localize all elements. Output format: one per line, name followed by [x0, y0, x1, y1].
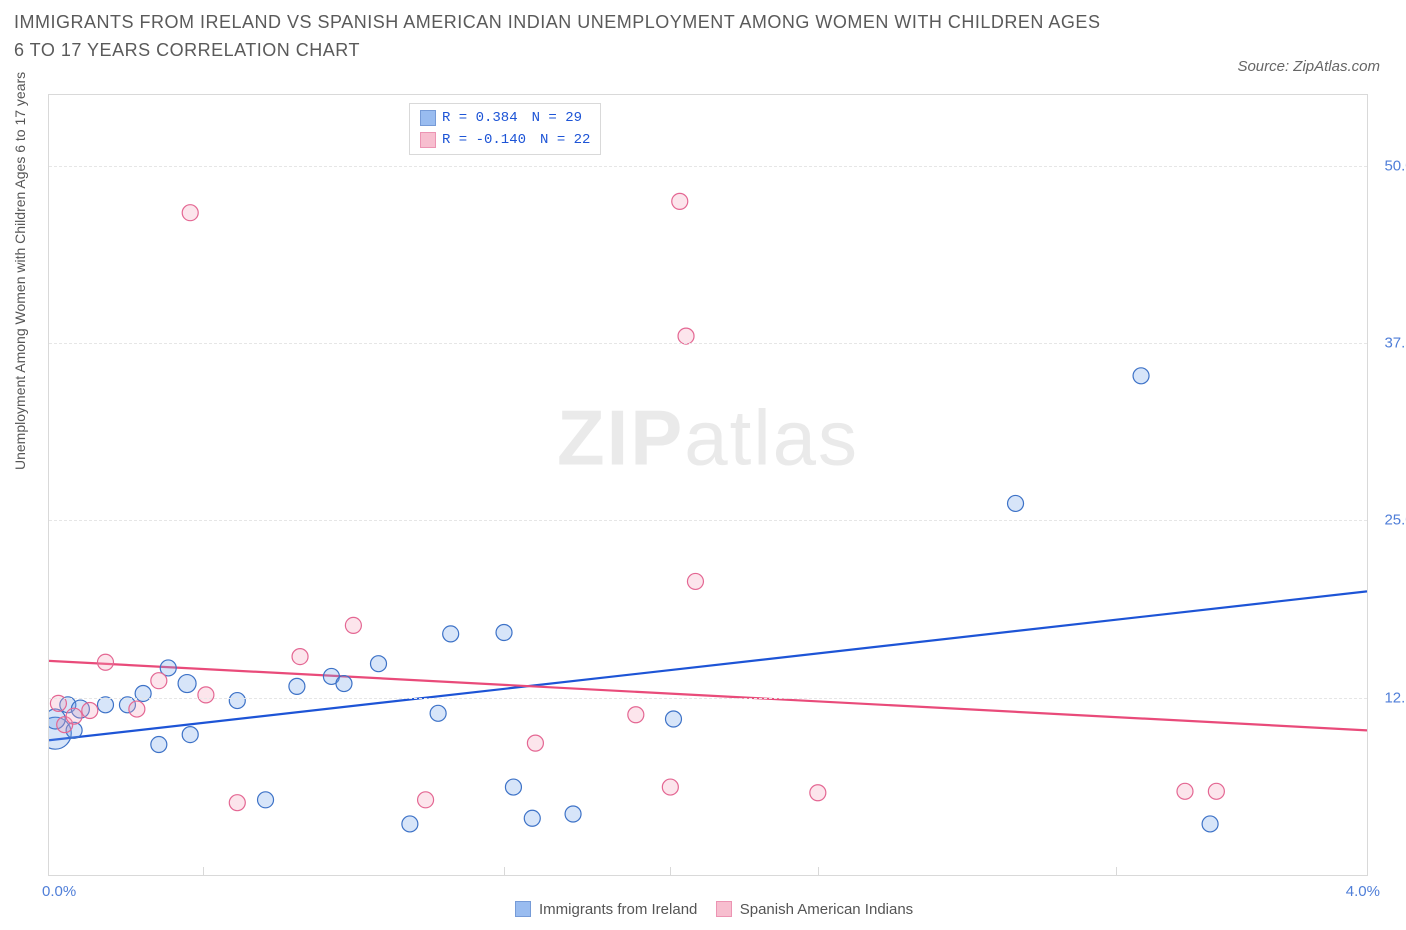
x-tick — [504, 867, 505, 875]
page-title: IMMIGRANTS FROM IRELAND VS SPANISH AMERI… — [14, 8, 1114, 64]
legend-r-series1: R = 0.384 — [442, 110, 518, 126]
legend-swatch-series2-bottom — [716, 901, 732, 917]
legend-bottom: Immigrants from Ireland Spanish American… — [48, 901, 1366, 918]
y-axis-label: Unemployment Among Women with Children A… — [12, 72, 28, 470]
y-tick-label: 50.0% — [1384, 157, 1406, 174]
legend-n-series2: N = 22 — [540, 132, 590, 148]
scatter-plot-svg — [49, 95, 1367, 875]
legend-top: R = 0.384 N = 29 R = -0.140 N = 22 — [409, 103, 601, 155]
x-tick — [203, 867, 204, 875]
legend-swatch-series1 — [420, 110, 436, 126]
y-tick-label: 37.5% — [1384, 335, 1406, 352]
legend-label-series1: Immigrants from Ireland — [539, 901, 697, 918]
y-tick-label: 12.5% — [1384, 689, 1406, 706]
legend-label-series2: Spanish American Indians — [740, 901, 913, 918]
chart-area: ZIPatlas R = 0.384 N = 29 R = -0.140 N =… — [48, 94, 1368, 876]
legend-row-series1: R = 0.384 N = 29 — [420, 107, 590, 129]
x-axis-max-label: 4.0% — [1346, 883, 1380, 900]
x-tick — [670, 867, 671, 875]
x-tick — [818, 867, 819, 875]
legend-r-series2: R = -0.140 — [442, 132, 526, 148]
legend-swatch-series2 — [420, 132, 436, 148]
y-tick-label: 25.0% — [1384, 512, 1406, 529]
x-axis-min-label: 0.0% — [42, 883, 76, 900]
x-tick — [1116, 867, 1117, 875]
source-credit: Source: ZipAtlas.com — [1237, 58, 1380, 75]
legend-n-series1: N = 29 — [532, 110, 582, 126]
legend-row-series2: R = -0.140 N = 22 — [420, 129, 590, 151]
legend-swatch-series1-bottom — [515, 901, 531, 917]
